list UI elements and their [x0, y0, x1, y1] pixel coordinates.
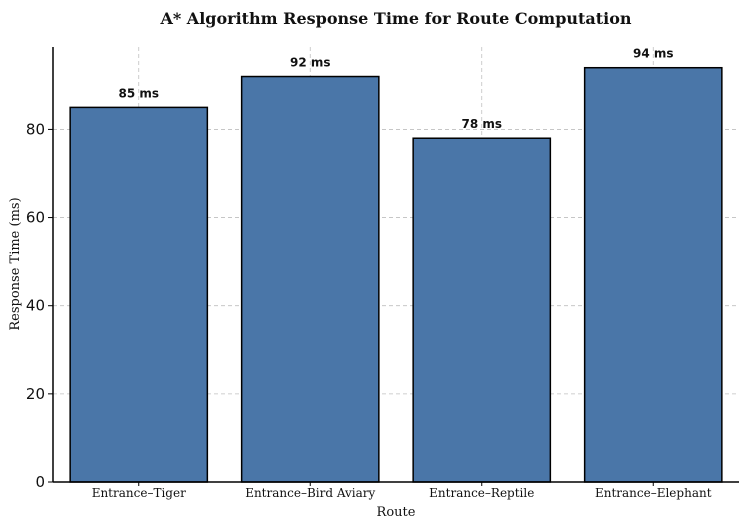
bar	[412, 137, 552, 483]
bar-data-label: 85 ms	[118, 86, 159, 100]
bars-layer: 85 ms 92 ms 78 ms 94 ms	[69, 47, 723, 483]
bar-data-label: 94 ms	[633, 47, 674, 61]
bar-data-label: 78 ms	[461, 117, 502, 131]
bar	[583, 66, 723, 483]
y-axis-label: Response Time (ms)	[8, 197, 23, 330]
bar	[69, 106, 209, 483]
x-tick-label: Entrance–Bird Aviary	[245, 486, 375, 500]
chart-title: A* Algorithm Response Time for Route Com…	[159, 9, 631, 28]
x-tick-label: Entrance–Tiger	[92, 486, 186, 500]
x-tick-label: Entrance–Reptile	[429, 486, 534, 500]
x-tick-label: Entrance–Elephant	[595, 486, 712, 500]
bar	[240, 75, 380, 483]
y-tick-layer: 0 20 40 60 80	[26, 120, 53, 491]
bar-data-label: 92 ms	[290, 56, 331, 70]
x-tick-layer: Entrance–Tiger Entrance–Bird Aviary Entran…	[92, 482, 712, 500]
y-tick-label: 60	[26, 209, 45, 227]
y-tick-label: 0	[35, 473, 45, 491]
x-axis-label: Route	[377, 505, 416, 520]
y-tick-label: 40	[26, 297, 45, 315]
y-tick-label: 80	[26, 120, 45, 138]
y-tick-label: 20	[26, 385, 45, 403]
